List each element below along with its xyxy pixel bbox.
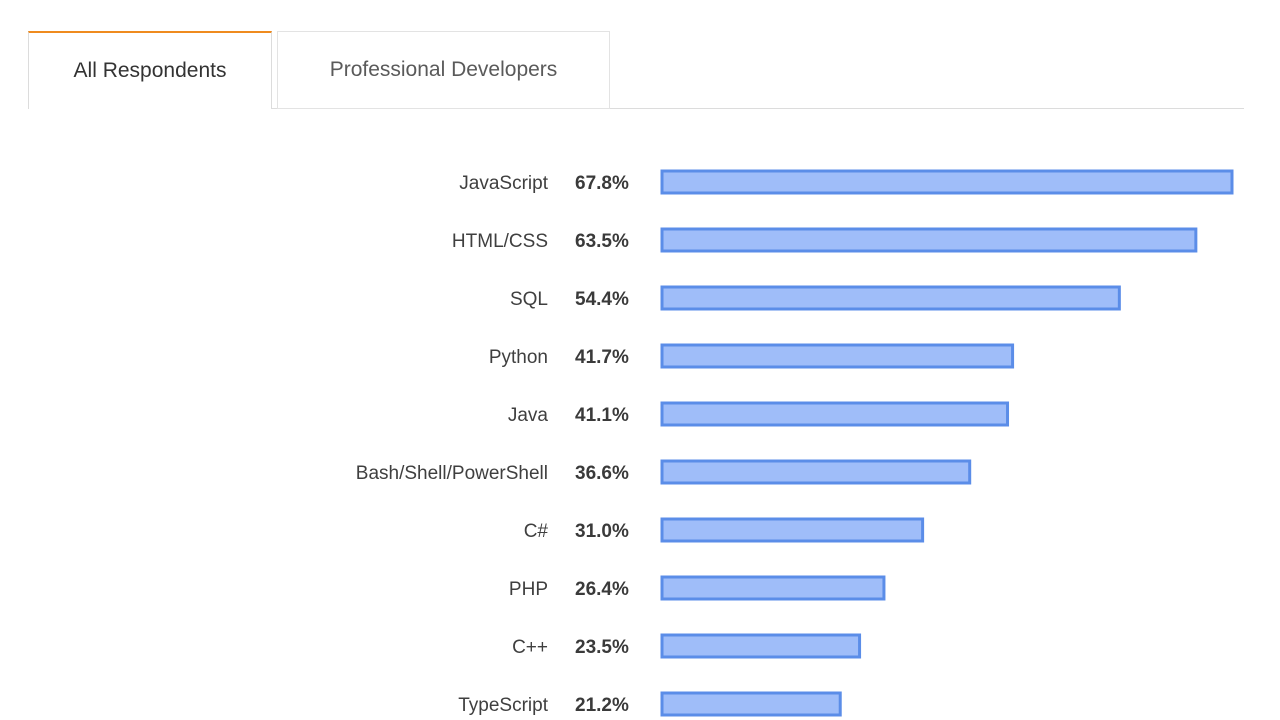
value-label: 23.5% [575,637,629,658]
tab-bar: All Respondents Professional Developers [28,31,1244,109]
tab-professional-developers[interactable]: Professional Developers [277,31,610,109]
category-label: Java [508,405,549,426]
bar[interactable] [660,285,1121,311]
bar[interactable] [660,575,886,601]
value-label: 36.6% [575,463,629,484]
tab-bar-divider [270,108,1244,109]
value-label: 67.8% [575,173,629,194]
bar[interactable] [660,691,842,717]
bar[interactable] [660,169,1234,195]
category-label: C# [524,521,549,542]
category-label: Bash/Shell/PowerShell [356,463,548,484]
bar[interactable] [660,633,862,659]
bar[interactable] [660,517,925,543]
bar[interactable] [660,459,972,485]
category-label: TypeScript [458,695,548,716]
value-label: 54.4% [575,289,629,310]
category-label: PHP [509,579,548,600]
value-label: 41.1% [575,405,629,426]
value-label: 21.2% [575,695,629,716]
category-label: JavaScript [459,173,548,194]
category-label: Python [489,347,548,368]
bar[interactable] [660,401,1010,427]
value-label: 31.0% [575,521,629,542]
bar[interactable] [660,227,1198,253]
category-label: HTML/CSS [452,231,548,252]
bar[interactable] [660,343,1015,369]
category-label: SQL [510,289,548,310]
value-label: 26.4% [575,579,629,600]
value-label: 63.5% [575,231,629,252]
tab-all-respondents[interactable]: All Respondents [28,31,272,109]
value-label: 41.7% [575,347,629,368]
category-label: C++ [512,637,548,658]
